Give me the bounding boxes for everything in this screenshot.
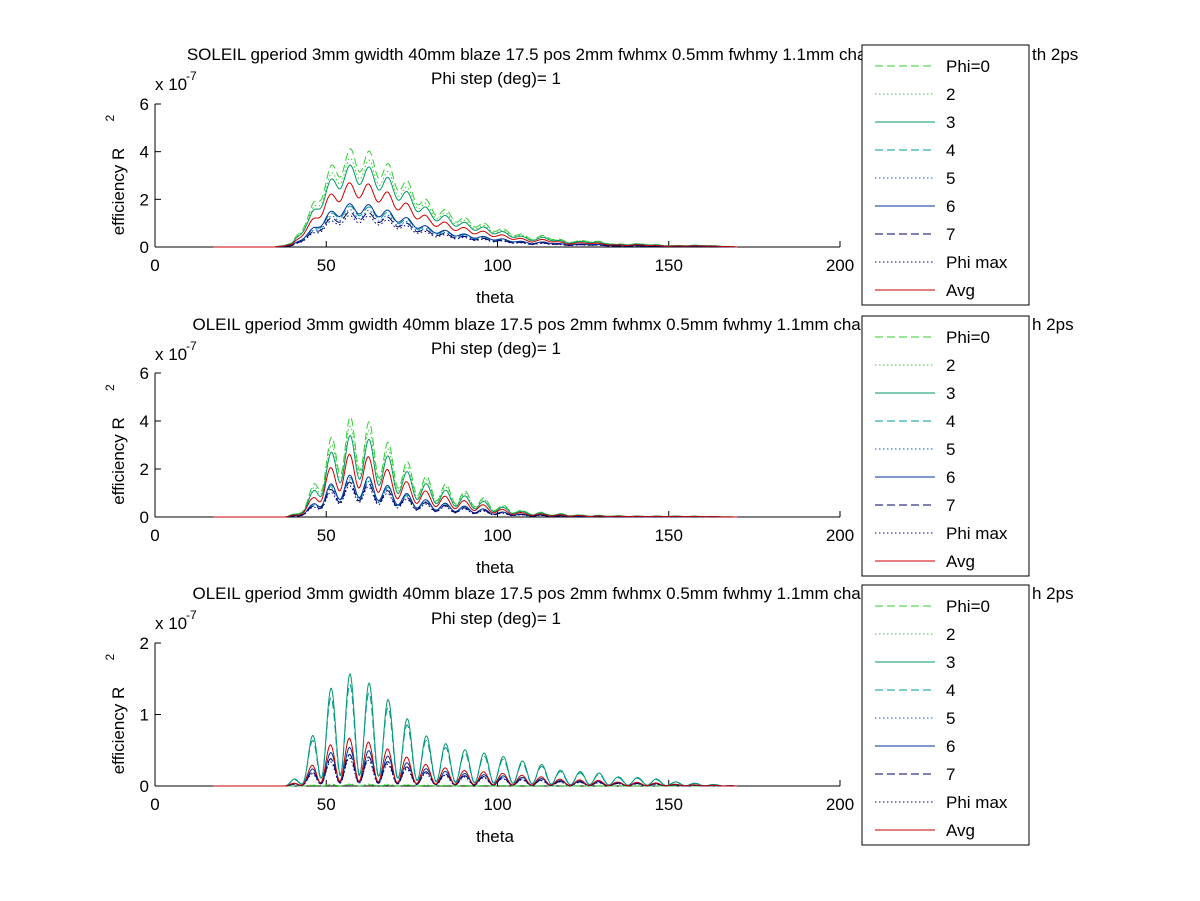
y-tick-label: 4 [140,143,149,162]
x-axis-label: theta [476,558,514,577]
y-axis-label: efficiency R [109,148,128,236]
legend-entry-label: 5 [946,169,955,188]
legend-entry-label: Phi max [946,524,1008,543]
legend-entry-label: 4 [946,681,955,700]
y-exponent-label: x 10 [155,614,187,633]
y-exponent-value: -7 [186,608,197,622]
x-tick-label: 0 [150,526,159,545]
series-line-8 [213,214,738,248]
chart-title-tail: h 2ps [1032,315,1074,334]
y-exponent-label: x 10 [155,345,187,364]
x-tick-label: 100 [483,795,511,814]
legend-entry-label: 5 [946,440,955,459]
y-axis-label-group: efficiency R 2 [103,384,128,505]
x-axis-label: theta [476,288,514,307]
x-tick-label: 200 [826,256,854,275]
legend-entry-label: 4 [946,141,955,160]
y-axis-label-group: efficiency R 2 [103,654,128,775]
chart-panel-1: 0 50 100 150 200 0 2 4 6 x 10-7 theta efficiency R 2… [103,44,1078,307]
x-tick-label: 50 [317,256,336,275]
y-tick-label: 0 [140,777,149,796]
legend-box [861,584,1030,846]
x-tick-label: 150 [655,526,683,545]
y-exponent-value: -7 [186,69,197,83]
legend-entry-label: 7 [946,225,955,244]
y-tick-label: 4 [140,412,149,431]
series-line-4 [213,684,738,787]
legend-entry-label: 2 [946,356,955,375]
x-tick-label: 200 [826,795,854,814]
y-tick-label: 2 [140,190,149,209]
series-line-9 [213,453,738,518]
series-line-1 [213,148,738,248]
y-tick-label: 0 [140,508,149,527]
legend-entry-label: 6 [946,468,955,487]
legend-entry-label: Phi=0 [946,597,990,616]
x-tick-label: 0 [150,256,159,275]
x-axis-label: theta [476,827,514,846]
legend-entry-label: Avg [946,552,975,571]
legend-box [861,44,1030,306]
y-tick-label: 6 [140,95,149,114]
x-tick-label: 50 [317,795,336,814]
chart-title: OLEIL gperiod 3mm gwidth 40mm blaze 17.5… [192,584,899,603]
series-line-9 [213,737,738,787]
chart-panel-3: 0 50 100 150 200 0 1 2 x 10-7 theta efficiency R 2 O… [103,584,1074,846]
y-tick-label: 2 [140,460,149,479]
legend: Phi=0 2 3 4 5 6 7 Phi max Avg [861,44,1030,306]
y-axis-label-superscript: 2 [103,384,117,391]
series-line-1 [213,784,738,787]
legend-entry-label: Phi max [946,793,1008,812]
y-tick-label: 2 [140,634,149,653]
series-line-2 [213,157,738,248]
chart-title: OLEIL gperiod 3mm gwidth 40mm blaze 17.5… [192,315,899,334]
legend-entry-label: 7 [946,496,955,515]
x-tick-label: 100 [483,526,511,545]
legend-entry-label: 5 [946,709,955,728]
chart-subtitle: Phi step (deg)= 1 [431,339,561,358]
x-tick-label: 200 [826,526,854,545]
legend-entry-label: 3 [946,384,955,403]
legend-entry-label: Avg [946,281,975,300]
y-axis-label: efficiency R [109,687,128,775]
legend: Phi=0 2 3 4 5 6 7 Phi max Avg [861,315,1030,577]
y-exponent-value: -7 [186,339,197,353]
legend-box [861,315,1030,577]
y-axis-label: efficiency R [109,417,128,505]
x-tick-label: 150 [655,256,683,275]
chart-title: SOLEIL gperiod 3mm gwidth 40mm blaze 17.… [187,45,905,64]
y-exponent-label: x 10 [155,75,187,94]
chart-panel-2: 0 50 100 150 200 0 2 4 6 x 10-7 theta efficiency R 2… [103,315,1074,577]
legend-entry-label: 3 [946,653,955,672]
x-tick-label: 150 [655,795,683,814]
x-tick-label: 100 [483,256,511,275]
legend-entry-label: 2 [946,85,955,104]
x-tick-label: 0 [150,795,159,814]
legend-entry-label: Phi max [946,253,1008,272]
chart-subtitle: Phi step (deg)= 1 [431,609,561,628]
legend-entry-label: 3 [946,113,955,132]
y-tick-label: 0 [140,238,149,257]
legend-entry-label: Avg [946,821,975,840]
y-tick-label: 6 [140,364,149,383]
legend-entry-label: 4 [946,412,955,431]
legend-entry-label: Phi=0 [946,328,990,347]
x-tick-label: 50 [317,526,336,545]
legend: Phi=0 2 3 4 5 6 7 Phi max Avg [861,584,1030,846]
series-line-9 [213,182,738,248]
chart-subtitle: Phi step (deg)= 1 [431,69,561,88]
chart-title-tail: th 2ps [1032,45,1078,64]
legend-entry-label: 2 [946,625,955,644]
series-line-7 [213,211,738,248]
chart-title-tail: h 2ps [1032,584,1074,603]
legend-entry-label: 6 [946,737,955,756]
legend-entry-label: Phi=0 [946,57,990,76]
y-axis-label-superscript: 2 [103,115,117,122]
y-axis-label-group: efficiency R 2 [103,115,128,236]
legend-entry-label: 6 [946,197,955,216]
y-axis-label-superscript: 2 [103,654,117,661]
y-tick-label: 1 [140,706,149,725]
legend-entry-label: 7 [946,765,955,784]
